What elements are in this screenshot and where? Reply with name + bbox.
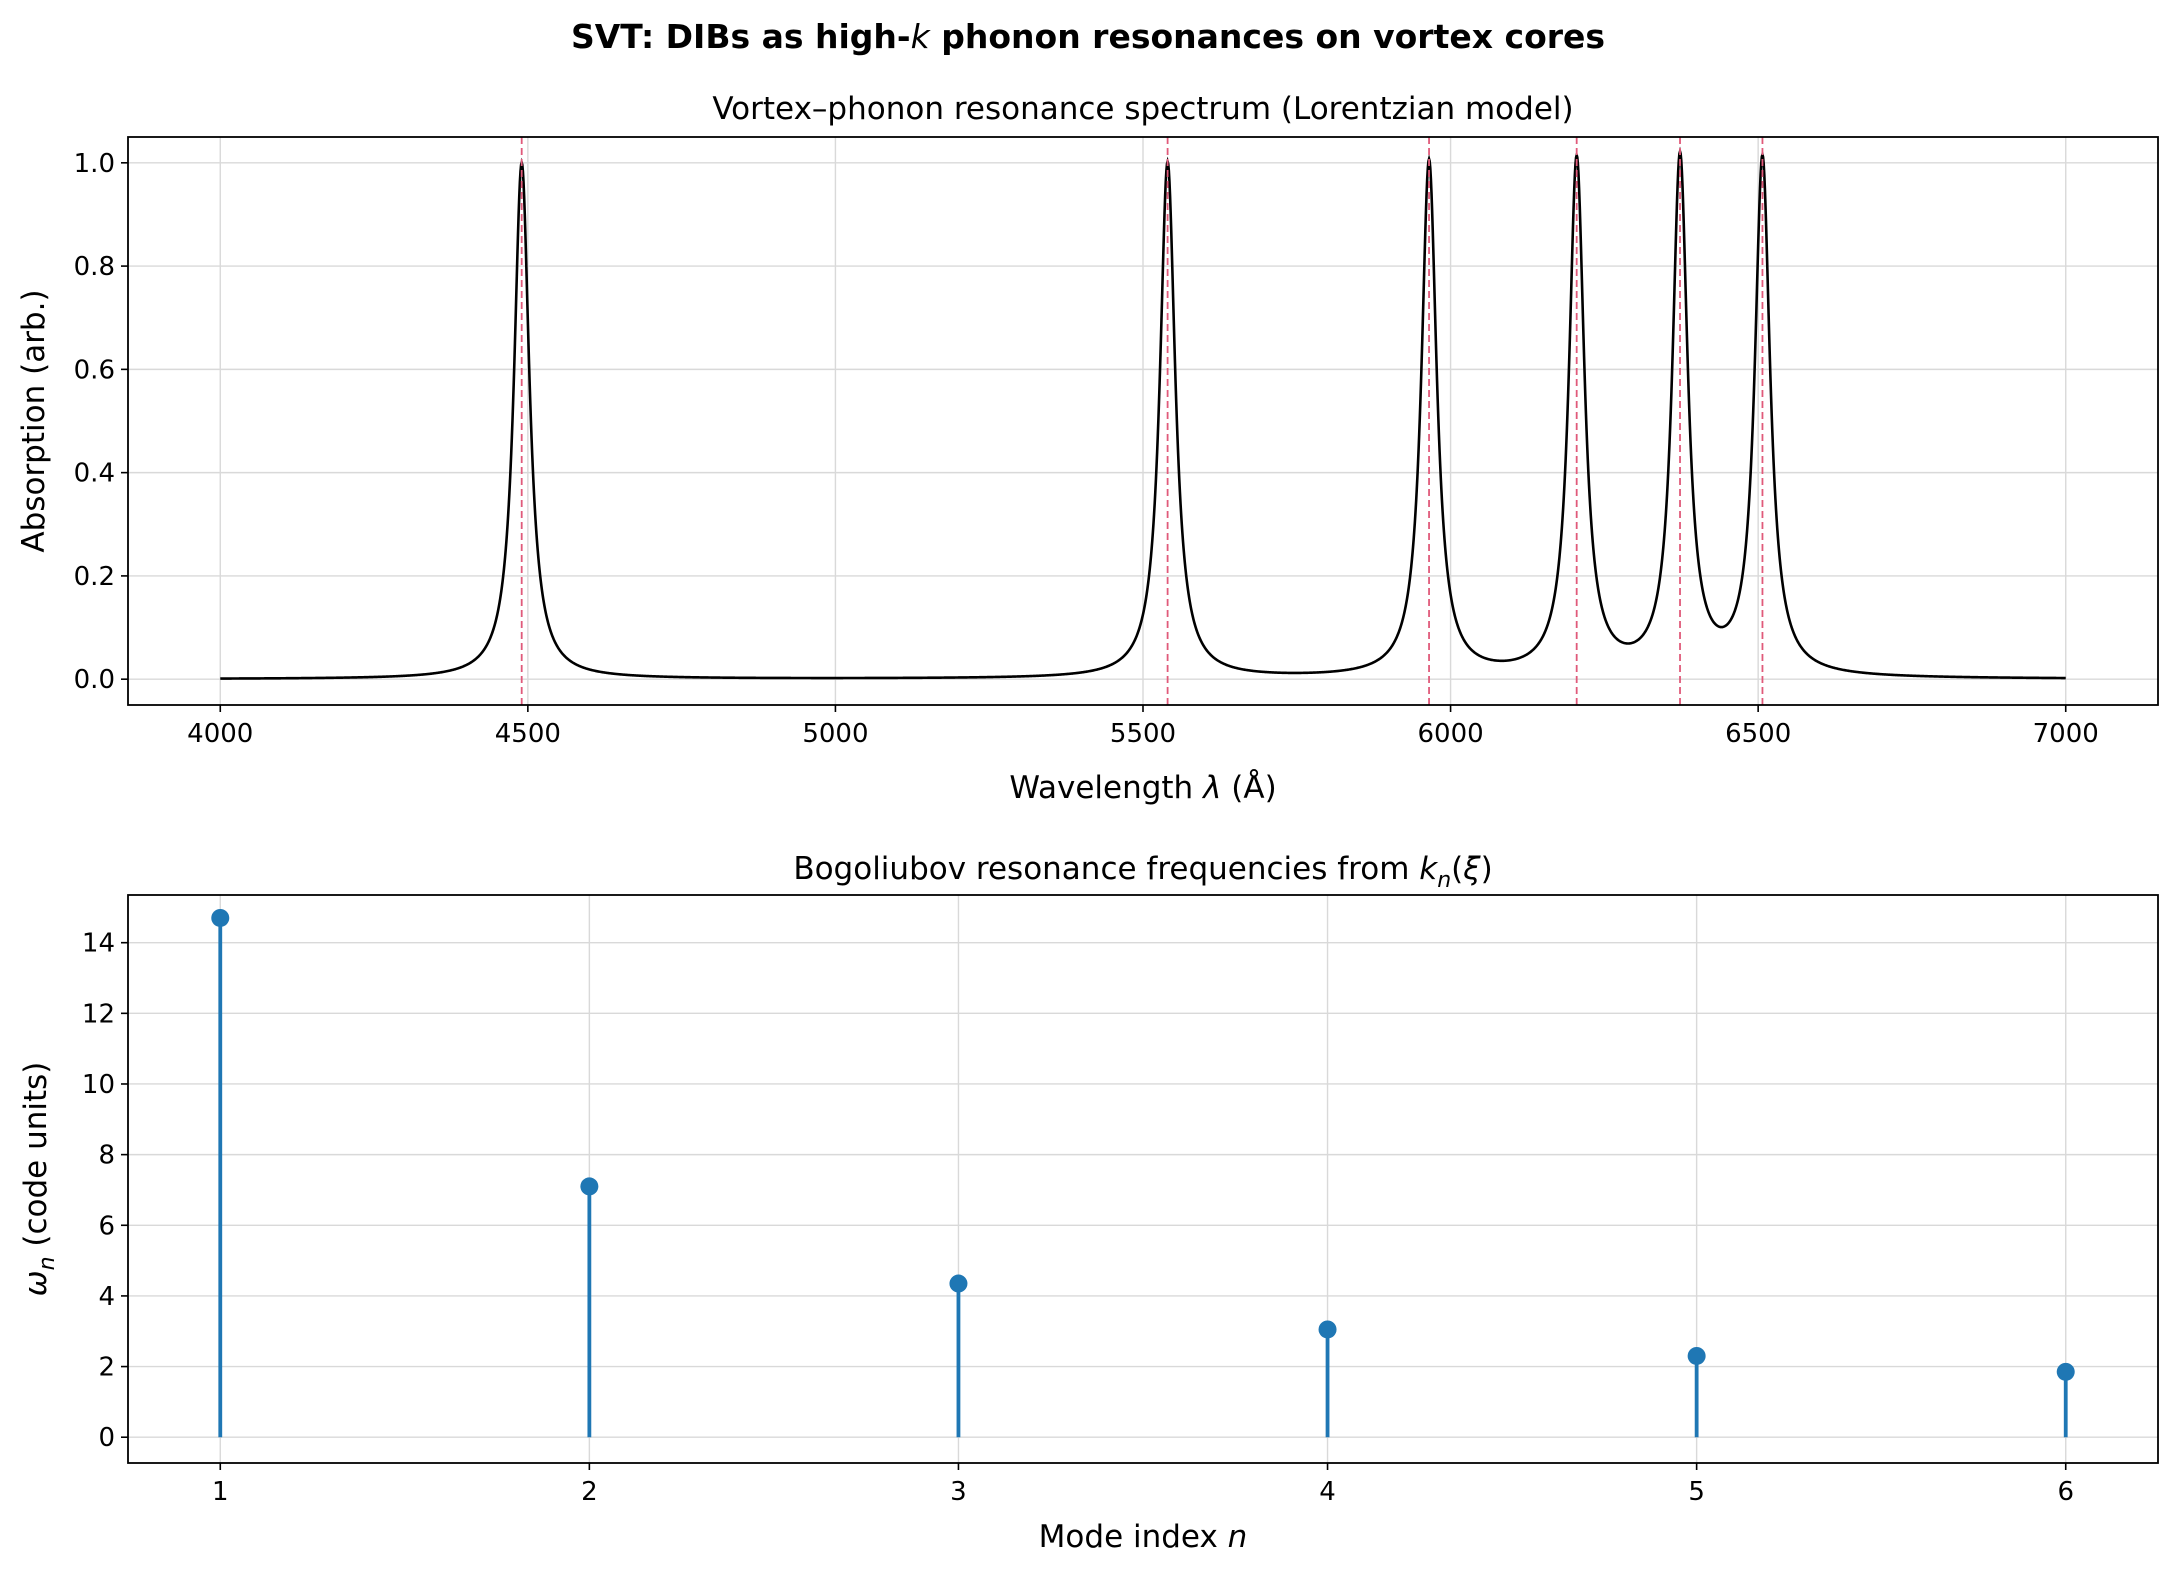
frequency-x-ticks: 1 2 3 4 5 6 <box>212 1463 2074 1507</box>
x-tick-label: 1 <box>212 1477 229 1507</box>
x-tick-label: 5500 <box>1110 719 1176 749</box>
frequency-grid <box>128 895 2158 1463</box>
stem-marker <box>580 1177 599 1196</box>
x-tick-label: 7000 <box>2033 719 2099 749</box>
spectrum-panel: Vortex–phonon resonance spectrum (Lorent… <box>16 91 2159 806</box>
spectrum-x-label: Wavelength λ (Å) <box>1009 770 1276 806</box>
spectrum-title: Vortex–phonon resonance spectrum (Lorent… <box>712 91 1573 127</box>
y-tick-label: 8 <box>98 1141 115 1171</box>
x-tick-label: 5000 <box>802 719 868 749</box>
spectrum-x-ticks: 4000 4500 5000 5500 6000 6500 7000 <box>187 705 2099 749</box>
x-tick-label: 6000 <box>1417 719 1483 749</box>
y-tick-label: 4 <box>98 1282 115 1312</box>
y-tick-label: 0.8 <box>74 252 115 282</box>
stem-marker <box>2056 1362 2075 1381</box>
x-tick-label: 5 <box>1688 1477 1705 1507</box>
frequency-panel: Bogoliubov resonance frequencies from kn… <box>18 851 2159 1555</box>
y-tick-label: 0.6 <box>74 355 115 385</box>
frequency-x-label: Mode index n <box>1039 1519 1248 1555</box>
spectrum-y-ticks: 0.0 0.2 0.4 0.6 0.8 1.0 <box>74 149 128 695</box>
resonance-markers <box>520 137 1764 705</box>
y-tick-label: 0.2 <box>74 562 115 592</box>
x-tick-label: 6500 <box>1725 719 1791 749</box>
spectrum-y-label: Absorption (arb.) <box>16 289 52 552</box>
frequency-stems <box>211 908 2075 1438</box>
frequency-title: Bogoliubov resonance frequencies from kn… <box>793 851 1492 893</box>
y-tick-label: 1.0 <box>74 149 115 179</box>
stem-marker <box>1318 1320 1337 1339</box>
y-tick-label: 14 <box>82 929 115 959</box>
x-tick-label: 4500 <box>495 719 561 749</box>
x-tick-label: 6 <box>2057 1477 2074 1507</box>
stem-marker <box>1687 1346 1706 1365</box>
x-tick-label: 2 <box>581 1477 598 1507</box>
y-tick-label: 2 <box>98 1353 115 1383</box>
absorption-curve <box>220 146 2066 680</box>
stem-marker <box>211 908 230 927</box>
y-tick-label: 12 <box>82 999 115 1029</box>
frequency-y-label: ωn (code units) <box>18 1062 60 1297</box>
y-tick-label: 0.0 <box>74 665 115 695</box>
y-tick-label: 0.4 <box>74 459 115 489</box>
x-tick-label: 3 <box>950 1477 967 1507</box>
x-tick-label: 4 <box>1319 1477 1336 1507</box>
y-tick-label: 10 <box>82 1070 115 1100</box>
frequency-frame <box>127 894 2159 1464</box>
frequency-y-ticks: 0 2 4 6 8 10 12 14 <box>82 929 128 1453</box>
stem-marker <box>949 1274 968 1293</box>
x-tick-label: 4000 <box>187 719 253 749</box>
y-tick-label: 0 <box>98 1423 115 1453</box>
y-tick-label: 6 <box>98 1211 115 1241</box>
figure-suptitle: SVT: DIBs as high-k phonon resonances on… <box>571 17 1605 56</box>
